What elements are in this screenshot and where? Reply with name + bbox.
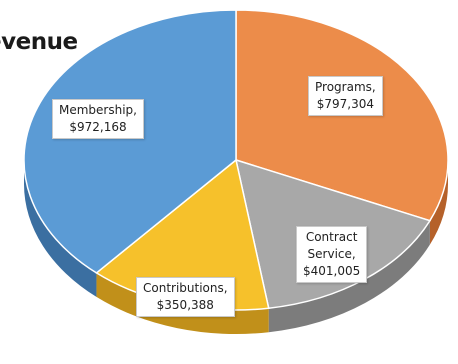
- label-membership-value: $972,168: [69, 120, 127, 134]
- pie-slice-membership: [23, 9, 237, 274]
- label-programs: Programs, $797,304: [308, 76, 383, 116]
- label-contributions-value: $350,388: [156, 298, 214, 312]
- label-contributions: Contributions, $350,388: [136, 277, 235, 317]
- label-programs-value: $797,304: [316, 97, 374, 111]
- label-contract-service: Contract Service, $401,005: [296, 226, 368, 283]
- label-contract-service-value: $401,005: [303, 264, 361, 278]
- pie-side-membership: [24, 160, 97, 297]
- label-membership: Membership, $972,168: [52, 99, 144, 139]
- pie-side-contract-service: [268, 220, 430, 333]
- chart-title: evenue: [0, 28, 82, 56]
- pie-side-programs: [429, 160, 448, 245]
- label-contributions-name: Contributions,: [143, 281, 228, 295]
- label-membership-name: Membership,: [59, 103, 137, 117]
- label-programs-name: Programs,: [315, 80, 376, 94]
- label-contract-service-name-1: Contract: [305, 230, 358, 244]
- label-contract-service-name-2: Service,: [307, 247, 356, 261]
- pie-side-contributions: [96, 272, 269, 334]
